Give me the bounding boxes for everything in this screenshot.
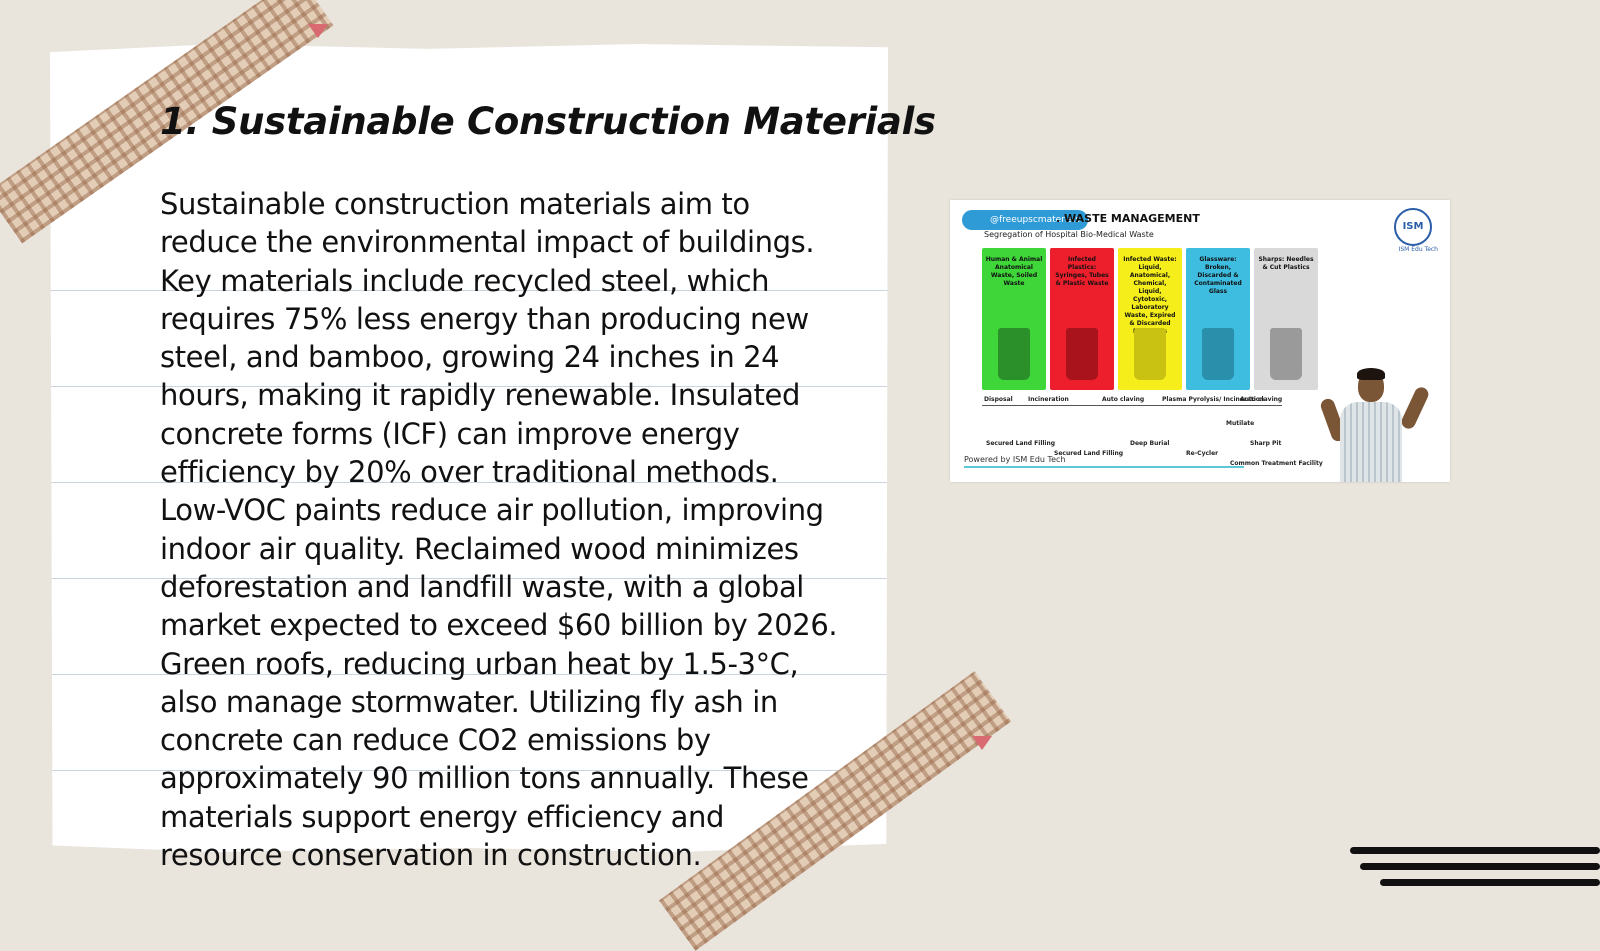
pin-icon: [972, 736, 992, 750]
end-label: Secured Land Filling: [986, 440, 1056, 447]
flow-line: [982, 405, 1282, 406]
process-label: Auto claving: [1240, 396, 1283, 403]
end-label: Common Treatment Facility: [1230, 460, 1323, 467]
bin-label: Human & Animal Anatomical Waste, Soiled …: [985, 256, 1043, 287]
trash-can-icon: [1134, 328, 1166, 380]
paper-rule: [50, 674, 888, 675]
presenter-arm: [1399, 385, 1431, 431]
waste-bin-red: Infected Plastics: Syringes, Tubes & Pla…: [1050, 248, 1114, 390]
decorative-stripes: [1340, 840, 1600, 900]
end-label: Deep Burial: [1130, 440, 1170, 447]
bin-label: Infected Plastics: Syringes, Tubes & Pla…: [1055, 256, 1109, 287]
process-label: Disposal: [984, 396, 1013, 403]
paper-rule: [50, 482, 888, 483]
waste-bin-yellow: Infected Waste: Liquid, Anatomical, Chem…: [1118, 248, 1182, 390]
paper-rule: [50, 770, 888, 771]
process-label: Auto claving: [1102, 396, 1145, 403]
presenter-hair: [1357, 368, 1385, 380]
video-footer: Powered by ISM Edu Tech: [964, 455, 1066, 464]
video-title: . WASTE MANAGEMENT: [1056, 212, 1200, 225]
trash-can-icon: [1270, 328, 1302, 380]
process-label: Mutilate: [1226, 420, 1255, 427]
embedded-video[interactable]: @freeupscmaterials . WASTE MANAGEMENT Se…: [950, 200, 1450, 482]
bin-label: Infected Waste: Liquid, Anatomical, Chem…: [1123, 256, 1177, 335]
stripe: [1350, 847, 1600, 854]
trash-can-icon: [998, 328, 1030, 380]
process-label: Plasma Pyrolysis/ Incineration: [1162, 396, 1265, 403]
note-paper: [50, 44, 888, 852]
telegram-handle: @freeupscmaterials: [950, 210, 1089, 230]
telegram-handle-text: @freeupscmaterials: [990, 215, 1081, 225]
stripe: [1360, 863, 1600, 870]
end-label: Sharp Pit: [1250, 440, 1282, 447]
presenter-torso: [1340, 402, 1402, 482]
slide-body-text: Sustainable construction materials aim t…: [160, 187, 838, 873]
pin-icon: [308, 24, 328, 38]
end-label: Re-Cycler: [1186, 450, 1219, 457]
presenter-figure: [1318, 362, 1431, 482]
stripe: [1380, 879, 1600, 886]
slide-title: 1. Sustainable Construction Materials: [160, 100, 936, 143]
ism-logo-caption: ISM Edu Tech: [1398, 246, 1438, 253]
waste-bin-green: Human & Animal Anatomical Waste, Soiled …: [982, 248, 1046, 390]
waste-bin-blue: Glassware: Broken, Discarded & Contamina…: [1186, 248, 1250, 390]
trash-can-icon: [1202, 328, 1234, 380]
bin-label: Sharps: Needles & Cut Plastics: [1258, 256, 1314, 271]
video-footer-underline: [964, 466, 1244, 468]
paper-rule: [50, 290, 888, 291]
bin-label: Glassware: Broken, Discarded & Contamina…: [1194, 256, 1242, 295]
ism-logo: ISM: [1394, 208, 1432, 246]
process-label: Incineration: [1028, 396, 1069, 403]
end-label: Secured Land Filling: [1054, 450, 1124, 457]
telegram-icon: [950, 213, 954, 227]
paper-rule: [50, 578, 888, 579]
waste-bin-white: Sharps: Needles & Cut Plastics: [1254, 248, 1318, 390]
trash-can-icon: [1066, 328, 1098, 380]
video-subtitle: Segregation of Hospital Bio-Medical Wast…: [984, 230, 1154, 239]
paper-rule: [50, 386, 888, 387]
